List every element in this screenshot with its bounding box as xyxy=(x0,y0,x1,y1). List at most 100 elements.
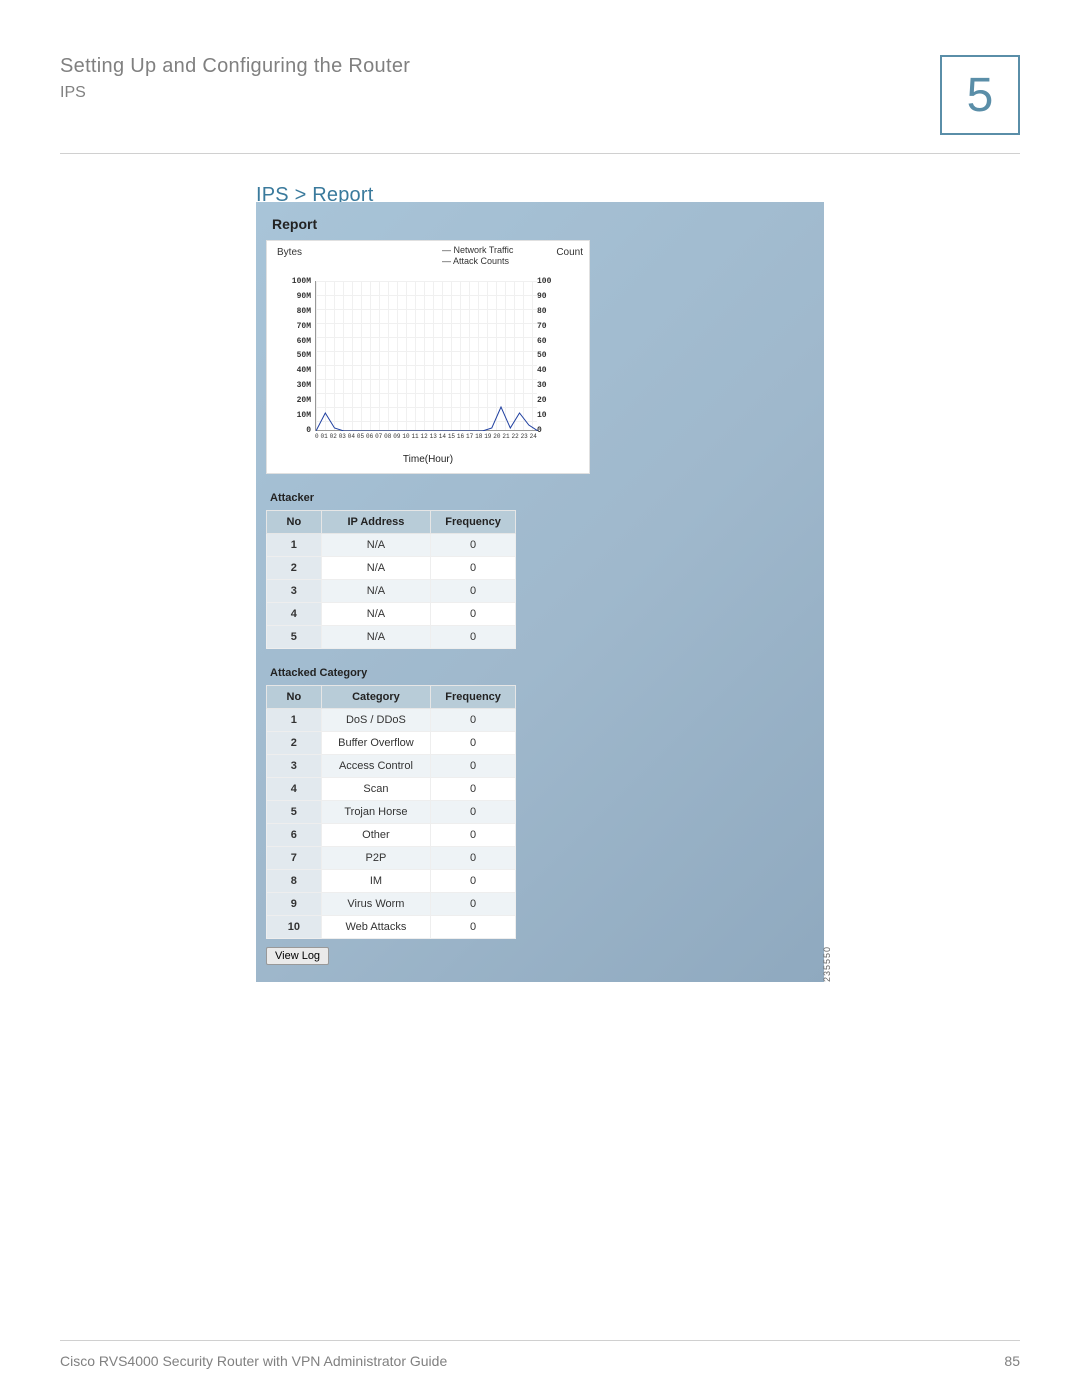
table-row: 1N/A0 xyxy=(267,534,516,557)
chart-x-tick: 20 xyxy=(493,433,500,440)
report-title: Report xyxy=(272,216,814,232)
table-cell: 2 xyxy=(267,732,322,755)
chart-y-left-tick: 30M xyxy=(273,381,311,390)
chart-y-right-tick: 70 xyxy=(537,322,559,331)
page-footer: Cisco RVS4000 Security Router with VPN A… xyxy=(60,1353,1020,1369)
footer-doc-title: Cisco RVS4000 Security Router with VPN A… xyxy=(60,1353,447,1369)
chart-y-left-tick: 0 xyxy=(273,426,311,435)
table-header: Category xyxy=(321,686,430,709)
chart-x-tick: 15 xyxy=(448,433,455,440)
attacked-category-label: Attacked Category xyxy=(270,667,814,679)
chart-y-right-tick: 50 xyxy=(537,351,559,360)
table-cell: Virus Worm xyxy=(321,893,430,916)
table-row: 7P2P0 xyxy=(267,847,516,870)
table-cell: 3 xyxy=(267,755,322,778)
chart-y-left-tick: 100M xyxy=(273,277,311,286)
table-cell: IM xyxy=(321,870,430,893)
table-cell: Scan xyxy=(321,778,430,801)
chart-legend-item: — Network Traffic xyxy=(442,245,513,256)
table-cell: 10 xyxy=(267,916,322,939)
chart-x-tick: 12 xyxy=(421,433,428,440)
page-header: Setting Up and Configuring the Router IP… xyxy=(0,0,1080,135)
attacked-category-table: NoCategoryFrequency1DoS / DDoS02Buffer O… xyxy=(266,685,516,939)
chart-x-tick: 11 xyxy=(411,433,418,440)
chart-x-tick: 10 xyxy=(402,433,409,440)
chart-y-left-tick: 10M xyxy=(273,411,311,420)
report-screenshot: Report Bytes Count — Network Traffic — A… xyxy=(256,202,824,982)
report-chart: Bytes Count — Network Traffic — Attack C… xyxy=(266,240,590,474)
chart-x-tick: 13 xyxy=(430,433,437,440)
chart-x-tick: 07 xyxy=(375,433,382,440)
chart-x-tick: 18 xyxy=(475,433,482,440)
table-header: IP Address xyxy=(321,511,430,534)
table-cell: 0 xyxy=(431,847,516,870)
table-cell: 0 xyxy=(431,778,516,801)
table-cell: 4 xyxy=(267,778,322,801)
chart-x-tick: 17 xyxy=(466,433,473,440)
chart-x-tick: 0 xyxy=(315,433,319,440)
footer-divider xyxy=(60,1340,1020,1341)
chart-y-left-label: Bytes xyxy=(277,247,302,258)
chart-x-tick: 02 xyxy=(330,433,337,440)
chart-y-left-tick: 90M xyxy=(273,292,311,301)
chart-x-tick: 24 xyxy=(530,433,537,440)
table-cell: N/A xyxy=(321,603,430,626)
table-header: No xyxy=(267,511,322,534)
chart-plot-area xyxy=(315,281,537,431)
chart-x-ticks: 0010203040506070809101112131415161718192… xyxy=(315,433,537,440)
table-cell: 0 xyxy=(431,870,516,893)
chart-x-label: Time(Hour) xyxy=(267,454,589,465)
table-cell: 0 xyxy=(431,603,516,626)
header-left: Setting Up and Configuring the Router IP… xyxy=(60,55,410,102)
table-row: 3N/A0 xyxy=(267,580,516,603)
table-cell: 3 xyxy=(267,580,322,603)
chart-svg xyxy=(316,281,538,431)
attacker-table: NoIP AddressFrequency1N/A02N/A03N/A04N/A… xyxy=(266,510,516,649)
table-cell: Web Attacks xyxy=(321,916,430,939)
table-cell: 0 xyxy=(431,732,516,755)
table-cell: 2 xyxy=(267,557,322,580)
table-cell: Access Control xyxy=(321,755,430,778)
chart-y-left-tick: 50M xyxy=(273,351,311,360)
view-log-button[interactable]: View Log xyxy=(266,947,329,965)
table-cell: 0 xyxy=(431,709,516,732)
chart-y-right-tick: 80 xyxy=(537,307,559,316)
chart-x-tick: 03 xyxy=(339,433,346,440)
table-cell: 0 xyxy=(431,916,516,939)
table-row: 5Trojan Horse0 xyxy=(267,801,516,824)
chart-legend-item: — Attack Counts xyxy=(442,256,513,267)
table-cell: 0 xyxy=(431,824,516,847)
chart-series-line xyxy=(316,407,538,431)
chart-y-right-tick: 100 xyxy=(537,277,559,286)
chart-y-left-tick: 70M xyxy=(273,322,311,331)
table-cell: 6 xyxy=(267,824,322,847)
chapter-number: 5 xyxy=(967,68,994,123)
attacker-label: Attacker xyxy=(270,492,814,504)
chart-x-tick: 21 xyxy=(502,433,509,440)
table-cell: 5 xyxy=(267,626,322,649)
chart-x-tick: 01 xyxy=(321,433,328,440)
chart-x-tick: 08 xyxy=(384,433,391,440)
table-cell: 0 xyxy=(431,580,516,603)
table-cell: Trojan Horse xyxy=(321,801,430,824)
footer-page-number: 85 xyxy=(1004,1353,1020,1369)
table-header: No xyxy=(267,686,322,709)
table-row: 4N/A0 xyxy=(267,603,516,626)
table-row: 9Virus Worm0 xyxy=(267,893,516,916)
chart-y-right-tick: 30 xyxy=(537,381,559,390)
table-row: 2N/A0 xyxy=(267,557,516,580)
image-id-label: 235550 xyxy=(822,946,832,982)
table-cell: 1 xyxy=(267,709,322,732)
table-row: 8IM0 xyxy=(267,870,516,893)
chart-y-right-tick: 20 xyxy=(537,396,559,405)
chart-x-tick: 09 xyxy=(393,433,400,440)
chart-y-right-tick: 90 xyxy=(537,292,559,301)
chart-x-tick: 23 xyxy=(521,433,528,440)
chart-axis-labels: Bytes Count xyxy=(277,247,583,258)
header-title: Setting Up and Configuring the Router xyxy=(60,55,410,78)
chart-x-tick: 04 xyxy=(348,433,355,440)
chart-y-right-tick: 10 xyxy=(537,411,559,420)
chart-y-right-ticks: 1009080706050403020100 xyxy=(537,277,559,435)
table-row: 3Access Control0 xyxy=(267,755,516,778)
table-cell: 9 xyxy=(267,893,322,916)
